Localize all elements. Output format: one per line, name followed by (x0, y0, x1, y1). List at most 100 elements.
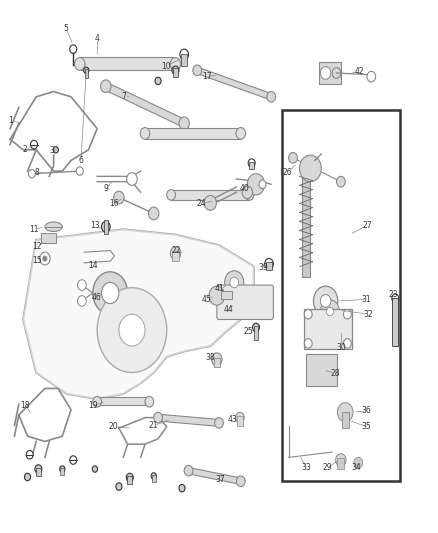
Polygon shape (105, 83, 185, 127)
Circle shape (337, 403, 353, 422)
Ellipse shape (45, 222, 62, 231)
Bar (306, 354, 336, 386)
Text: 42: 42 (354, 67, 364, 76)
Circle shape (155, 77, 161, 85)
Text: 37: 37 (215, 475, 225, 484)
Text: 7: 7 (122, 92, 127, 101)
Circle shape (236, 127, 246, 139)
Circle shape (102, 282, 119, 304)
Circle shape (172, 66, 179, 75)
Text: 21: 21 (149, 421, 159, 430)
Text: 20: 20 (109, 422, 119, 431)
Bar (145, 127, 241, 139)
Circle shape (28, 169, 35, 178)
Bar (173, 68, 178, 77)
Circle shape (304, 310, 312, 319)
Circle shape (179, 484, 185, 492)
Circle shape (242, 186, 253, 199)
Text: 27: 27 (362, 221, 372, 230)
Circle shape (70, 456, 77, 464)
Text: 35: 35 (361, 422, 371, 431)
Circle shape (289, 152, 297, 163)
Circle shape (43, 256, 47, 261)
Circle shape (343, 310, 351, 319)
Text: 33: 33 (301, 464, 311, 472)
Circle shape (236, 413, 244, 423)
Bar (60, 468, 64, 475)
Text: 38: 38 (205, 353, 215, 362)
Bar (254, 326, 258, 340)
Circle shape (140, 127, 150, 139)
Bar (171, 190, 250, 200)
Circle shape (184, 465, 193, 476)
Circle shape (321, 295, 331, 308)
Circle shape (25, 473, 31, 481)
Polygon shape (158, 414, 219, 426)
Text: 40: 40 (240, 183, 249, 192)
Circle shape (179, 117, 189, 130)
Circle shape (26, 450, 33, 459)
Circle shape (265, 259, 273, 269)
Circle shape (35, 465, 42, 473)
Text: 6: 6 (78, 156, 83, 165)
Circle shape (126, 473, 133, 482)
Text: 19: 19 (88, 401, 98, 410)
Circle shape (248, 159, 255, 167)
Text: 12: 12 (32, 242, 42, 251)
Bar (282, 110, 399, 481)
Circle shape (314, 286, 338, 316)
Bar (221, 291, 232, 300)
Circle shape (74, 58, 85, 70)
Text: 36: 36 (361, 406, 371, 415)
Bar (104, 220, 108, 233)
Text: 44: 44 (224, 305, 233, 314)
Text: 14: 14 (88, 261, 98, 270)
Circle shape (70, 45, 77, 53)
Text: 39: 39 (258, 263, 268, 272)
Bar (181, 54, 187, 66)
Bar (172, 251, 179, 261)
Text: 5: 5 (64, 25, 68, 34)
Circle shape (148, 207, 159, 220)
Text: 18: 18 (21, 401, 30, 410)
Text: 31: 31 (361, 295, 371, 304)
Circle shape (267, 92, 276, 102)
Polygon shape (23, 229, 254, 399)
Circle shape (304, 338, 312, 348)
Text: 24: 24 (197, 199, 206, 208)
Bar (80, 57, 176, 70)
Text: 41: 41 (215, 284, 225, 293)
Polygon shape (197, 67, 272, 100)
Text: 1: 1 (8, 116, 12, 125)
Text: 8: 8 (35, 167, 39, 176)
Circle shape (170, 247, 181, 260)
Circle shape (230, 277, 239, 288)
Text: 4: 4 (95, 34, 99, 43)
Text: 45: 45 (202, 295, 212, 304)
Circle shape (204, 196, 216, 211)
Circle shape (209, 286, 225, 305)
Circle shape (40, 252, 50, 265)
Text: 15: 15 (32, 256, 42, 265)
Bar (266, 262, 272, 270)
Text: 25: 25 (244, 327, 254, 336)
Circle shape (237, 476, 245, 487)
Text: 43: 43 (228, 415, 238, 424)
Text: 23: 23 (388, 289, 398, 298)
Bar (337, 458, 344, 469)
Circle shape (253, 323, 259, 332)
Circle shape (119, 314, 145, 346)
Text: 29: 29 (322, 464, 332, 472)
Circle shape (101, 80, 111, 93)
Circle shape (114, 191, 124, 204)
Bar (342, 413, 349, 428)
Text: 9: 9 (103, 183, 108, 192)
Text: 32: 32 (363, 310, 373, 319)
Text: 30: 30 (337, 343, 346, 352)
Circle shape (127, 173, 137, 185)
Circle shape (154, 413, 162, 423)
Circle shape (84, 67, 89, 74)
Bar (249, 162, 254, 169)
Circle shape (180, 49, 188, 60)
Circle shape (332, 68, 341, 78)
